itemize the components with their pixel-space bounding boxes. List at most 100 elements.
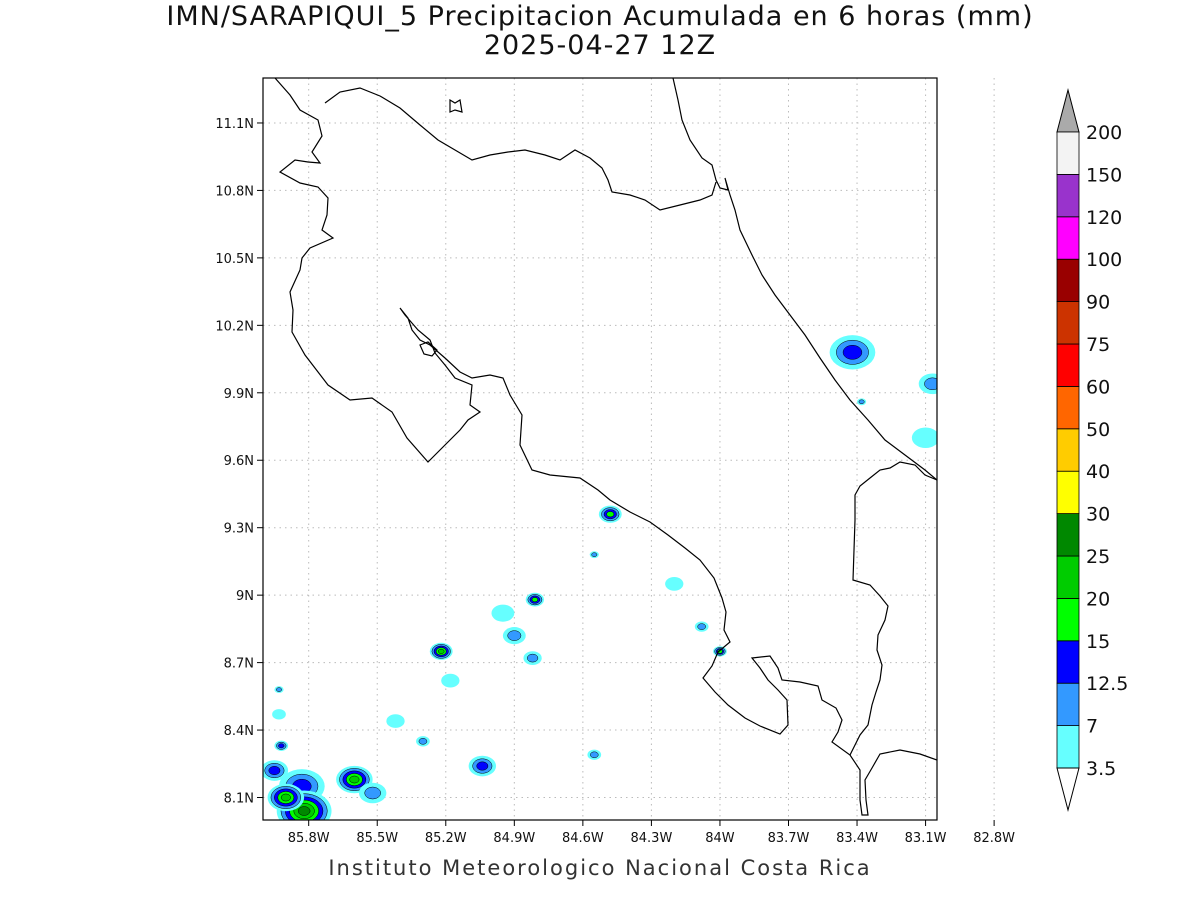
colorbar-swatch (1056, 640, 1080, 684)
colorbar-swatch (1056, 428, 1080, 472)
precip-contour (924, 377, 937, 391)
precip-contour (911, 427, 937, 449)
title-line-1: IMN/SARAPIQUI_5 Precipitacion Acumulada … (166, 1, 1034, 32)
precip-contour (476, 761, 489, 771)
lon-tick-label: 85.5W (356, 831, 398, 846)
colorbar-label: 40 (1086, 461, 1110, 483)
colorbar-label: 3.5 (1086, 758, 1116, 780)
lon-tick-label: 85.8W (288, 831, 330, 846)
caribbean-coastline (672, 78, 937, 481)
lat-tick-label: 8.7N (224, 657, 254, 672)
precip-contour (278, 743, 285, 749)
colorbar-swatch (1056, 470, 1080, 515)
colorbar-swatch (1056, 725, 1080, 769)
colorbar-swatch (1056, 682, 1080, 727)
colorbar-swatch (1056, 598, 1080, 642)
panama-border (849, 461, 937, 756)
lon-tick-label: 83.1W (905, 831, 947, 846)
colorbar-swatch (1056, 385, 1080, 430)
precip-contour (531, 597, 539, 603)
lat-tick-label: 9.3N (224, 522, 254, 537)
precip-contour (364, 786, 381, 800)
map-background (263, 78, 937, 820)
lat-tick-label: 8.1N (224, 792, 254, 807)
colorbar-swatch (1056, 173, 1080, 218)
precip-contour (276, 687, 282, 692)
lat-tick-label: 10.2N (215, 319, 254, 334)
lat-tick-label: 9.6N (224, 454, 254, 469)
lon-tick-label: 84W (705, 831, 735, 846)
colorbar-swatch (1056, 131, 1080, 175)
precip-contour (665, 577, 684, 591)
precip-contour (441, 673, 460, 688)
gulf-island (419, 341, 438, 357)
colorbar-swatch (1056, 258, 1080, 303)
lat-tick-label: 9.9N (224, 387, 254, 402)
lat-tick-label: 10.5N (215, 252, 254, 267)
precip-contour (507, 630, 522, 641)
colorbar-swatch (1056, 555, 1080, 599)
colorbar: 3.5 7 12.5 15 20 25 30 40 50 60 75 90 100 120 150 200 (1056, 88, 1128, 812)
colorbar-label: 15 (1086, 631, 1110, 653)
colorbar-label: 50 (1086, 419, 1110, 441)
colorbar-label: 30 (1086, 504, 1110, 526)
colorbar-label: 120 (1086, 207, 1122, 229)
colorbar-label: 20 (1086, 588, 1110, 610)
colorbar-bottom-triangle (1056, 767, 1080, 812)
colorbar-top-triangle (1056, 88, 1080, 133)
title-line-2: 2025-04-27 12Z (483, 30, 717, 61)
colorbar-label: 150 (1086, 164, 1122, 186)
precip-contour (858, 399, 865, 405)
lat-tick-label: 11.1N (215, 117, 254, 132)
precip-contour (272, 709, 286, 720)
lat-tick-label: 9N (236, 589, 254, 604)
colorbar-label: 200 (1086, 122, 1122, 144)
lon-tick-label: 82.8W (973, 831, 1015, 846)
map-title: IMN/SARAPIQUI_5 Precipitacion Acumulada … (0, 2, 1200, 60)
colorbar-label: 12.5 (1086, 673, 1128, 695)
precip-contour (606, 511, 615, 518)
lon-tick-label: 83.4W (836, 831, 878, 846)
precip-contour (842, 345, 863, 360)
lake-shore (449, 98, 463, 113)
precip-contour (717, 649, 723, 654)
precip-contour (418, 738, 428, 745)
credit-line: Instituto Meteorologico Nacional Costa R… (328, 856, 872, 880)
coastline (274, 78, 937, 816)
colorbar-label: 7 (1086, 716, 1098, 738)
precip-contour (349, 775, 360, 784)
lon-tick-label: 85.2W (425, 831, 467, 846)
precip-contour (437, 648, 445, 654)
map-frame (262, 77, 938, 821)
precip-contour (297, 806, 311, 816)
colorbar-swatch (1056, 513, 1080, 557)
colorbar-label: 90 (1086, 292, 1110, 314)
pacific-coastline (274, 78, 937, 816)
lat-tick-label: 10.8N (215, 184, 254, 199)
colorbar-swatch (1056, 301, 1080, 345)
precip-contour (268, 766, 281, 776)
grid-lines (263, 78, 995, 820)
colorbar-swatch (1056, 343, 1080, 387)
colorbar-label: 25 (1086, 546, 1110, 568)
precip-contour (491, 604, 515, 622)
colorbar-label: 60 (1086, 376, 1110, 398)
precip-contour (590, 751, 599, 759)
lat-tick-label: 8.4N (224, 724, 254, 739)
lon-tick-label: 84.9W (493, 831, 535, 846)
precip-contour (591, 552, 598, 557)
lon-tick-label: 84.3W (631, 831, 673, 846)
precip-contour (280, 793, 291, 802)
nicaragua-border (324, 87, 717, 211)
lon-tick-label: 83.7W (768, 831, 810, 846)
lon-tick-label: 84.6W (562, 831, 604, 846)
colorbar-swatch (1056, 216, 1080, 260)
axis-ticks: 85.8W 85.5W 85.2W 84.9W 84.6W 84.3W 84W 83.7W 83… (215, 117, 1015, 846)
colorbar-label: 75 (1086, 334, 1110, 356)
precip-contour (527, 653, 539, 663)
precipitation-field (263, 335, 937, 820)
precip-contour (697, 623, 706, 630)
precip-contour (386, 714, 405, 728)
colorbar-label: 100 (1086, 249, 1122, 271)
